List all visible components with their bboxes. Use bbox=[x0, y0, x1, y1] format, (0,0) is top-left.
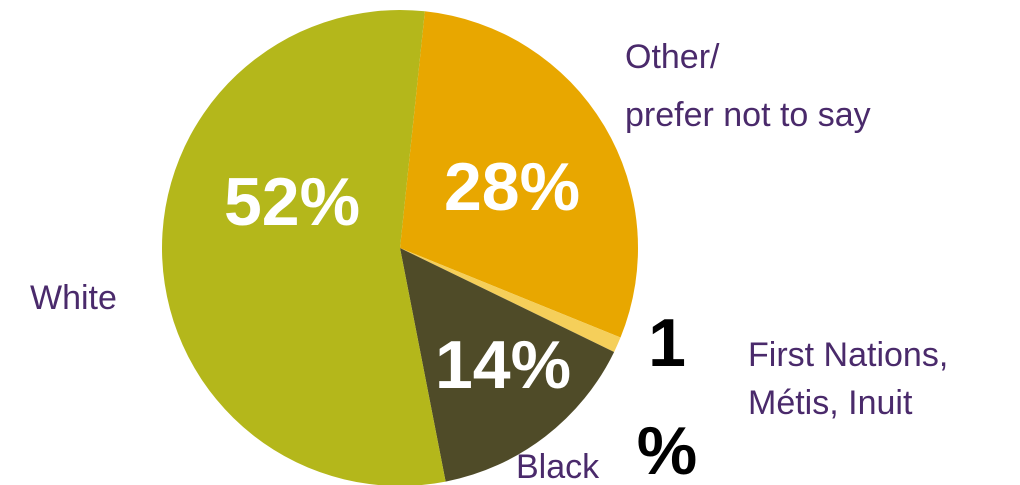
value-label: 28% bbox=[444, 149, 580, 225]
value-label: 1% bbox=[637, 305, 697, 485]
value-label: 14% bbox=[435, 327, 571, 403]
pie-slices bbox=[162, 10, 639, 485]
pie-slice-white bbox=[162, 10, 446, 485]
value-label: 52% bbox=[224, 164, 360, 240]
category-label: Black bbox=[516, 448, 600, 485]
pie-slice-other-prefer-not-to-say bbox=[400, 11, 639, 338]
category-label: White bbox=[30, 279, 117, 317]
category-label: First Nations, Métis, Inuit bbox=[748, 336, 948, 422]
category-label: Other/prefer not to say bbox=[625, 38, 871, 134]
pie-slice-black bbox=[400, 248, 615, 482]
pie-slice-first-nations-m-tis-inuit bbox=[400, 248, 621, 352]
